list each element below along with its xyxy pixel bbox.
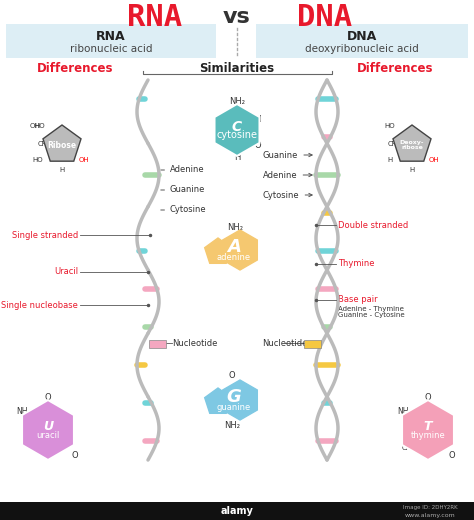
Text: Differences: Differences: [357, 61, 433, 74]
Polygon shape: [205, 388, 231, 413]
Text: Single nucleobase: Single nucleobase: [1, 301, 78, 309]
Text: HO: HO: [33, 157, 43, 163]
Text: Deoxy-
ribose: Deoxy- ribose: [400, 139, 424, 150]
Text: Adenine - Thymine
Guanine - Cytosine: Adenine - Thymine Guanine - Cytosine: [338, 305, 405, 318]
Text: OH: OH: [79, 157, 89, 163]
Text: Base pair: Base pair: [338, 295, 378, 305]
Text: Thymine: Thymine: [338, 259, 374, 268]
Text: NH₂: NH₂: [227, 223, 243, 231]
Bar: [0, 502, 474, 520]
Text: cytosine: cytosine: [217, 130, 257, 140]
Text: H: H: [387, 157, 392, 163]
Text: Image ID: 2DHY2RK: Image ID: 2DHY2RK: [403, 505, 457, 511]
Text: O: O: [255, 140, 261, 150]
Text: uracil: uracil: [36, 431, 60, 439]
Text: A: A: [227, 238, 241, 256]
Text: guanine: guanine: [217, 402, 251, 411]
Text: Guanine: Guanine: [263, 150, 312, 160]
Text: O: O: [425, 393, 431, 401]
Text: Ribose: Ribose: [47, 140, 77, 150]
Text: Adenine: Adenine: [161, 165, 205, 175]
Text: OH: OH: [428, 157, 439, 163]
Text: deoxyribonucleic acid: deoxyribonucleic acid: [305, 44, 419, 54]
Polygon shape: [22, 400, 74, 460]
Text: O: O: [72, 450, 78, 460]
Text: NH: NH: [397, 408, 409, 417]
Text: NH: NH: [16, 408, 28, 417]
Text: Cytosine: Cytosine: [161, 205, 207, 214]
Polygon shape: [402, 400, 454, 460]
Text: Nucleotide: Nucleotide: [172, 339, 218, 347]
Text: Adenine: Adenine: [263, 171, 312, 179]
Polygon shape: [43, 125, 81, 161]
Text: CH₃: CH₃: [401, 445, 414, 451]
Text: HO: HO: [385, 123, 395, 129]
Text: Nucleotide: Nucleotide: [262, 339, 307, 347]
Text: G: G: [227, 388, 241, 406]
Text: C: C: [232, 120, 242, 134]
Text: O: O: [45, 393, 51, 401]
FancyBboxPatch shape: [256, 24, 468, 58]
Text: NH₂: NH₂: [224, 421, 240, 430]
Text: DNA: DNA: [347, 31, 377, 44]
Text: Uracil: Uracil: [54, 267, 78, 277]
Polygon shape: [223, 380, 257, 420]
Text: adenine: adenine: [217, 253, 251, 262]
Text: vs: vs: [223, 7, 251, 27]
Text: Double stranded: Double stranded: [338, 220, 408, 229]
Text: RNA: RNA: [128, 3, 182, 32]
Text: Similarities: Similarities: [200, 61, 274, 74]
Text: thymine: thymine: [410, 431, 446, 439]
Polygon shape: [205, 238, 231, 263]
Text: Cytosine: Cytosine: [263, 190, 312, 200]
Text: H: H: [59, 167, 64, 173]
Text: RNA: RNA: [96, 31, 126, 44]
Text: NH₂: NH₂: [229, 97, 245, 106]
Text: Guanine: Guanine: [161, 186, 205, 194]
Text: CH₃: CH₃: [388, 141, 401, 147]
Text: OH: OH: [29, 123, 40, 129]
FancyBboxPatch shape: [304, 340, 321, 347]
Text: HO: HO: [35, 123, 46, 129]
Text: DNA: DNA: [298, 3, 353, 32]
Text: H: H: [410, 167, 415, 173]
Text: CH₃: CH₃: [38, 141, 51, 147]
Polygon shape: [223, 230, 257, 270]
Text: Differences: Differences: [37, 61, 113, 74]
Text: H: H: [234, 153, 240, 162]
Text: ribonucleic acid: ribonucleic acid: [70, 44, 152, 54]
Text: N: N: [255, 115, 261, 124]
Text: www.alamy.com: www.alamy.com: [405, 514, 456, 518]
Text: alamy: alamy: [220, 506, 254, 516]
FancyBboxPatch shape: [149, 340, 166, 347]
Text: O: O: [449, 450, 456, 460]
FancyBboxPatch shape: [6, 24, 216, 58]
Text: O: O: [228, 370, 235, 380]
Polygon shape: [214, 104, 260, 156]
Text: Single stranded: Single stranded: [12, 230, 78, 240]
Polygon shape: [393, 125, 431, 161]
Text: T: T: [424, 421, 432, 434]
Text: U: U: [43, 421, 53, 434]
